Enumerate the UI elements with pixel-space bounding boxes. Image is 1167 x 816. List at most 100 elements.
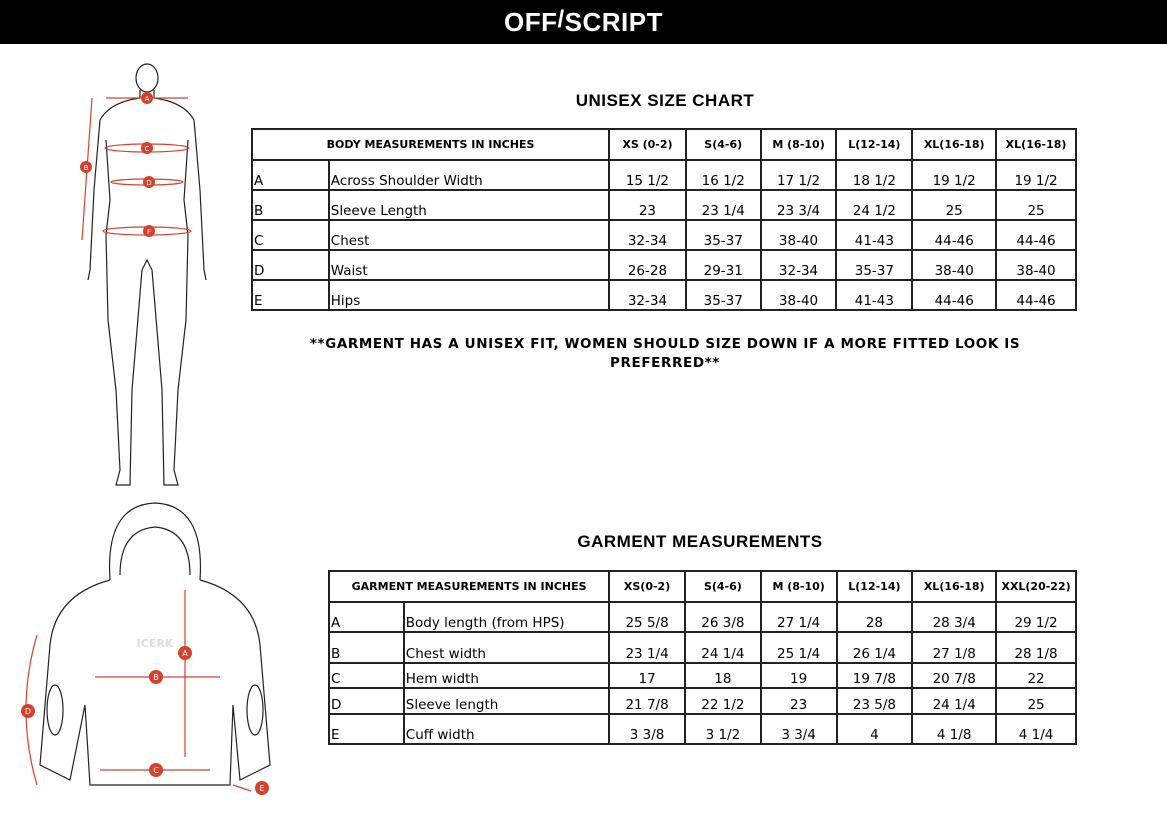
row-value: 25 — [911, 189, 998, 221]
fit-note: **GARMENT HAS A UNISEX FIT, WOMEN SHOULD… — [309, 336, 1021, 371]
row-label: Across Shoulder Width — [327, 159, 611, 191]
table-row: A Body length (from HPS) 25 5/8 26 3/8 27 1/… — [328, 601, 1077, 633]
size-col: S(4-6) — [684, 128, 762, 161]
marker-b: B — [84, 164, 89, 172]
row-value: 16 1/2 — [684, 159, 762, 191]
header-bar: OFF/SCRIPT — [0, 0, 1167, 44]
table-row: B Sleeve Length 23 23 1/4 23 3/4 24 1/2 25 25 — [251, 189, 1077, 221]
row-value: 28 1/8 — [995, 631, 1077, 664]
body-figure-illustration: A B C D F — [80, 63, 207, 486]
row-value: 3 3/8 — [608, 713, 686, 745]
row-value: 4 — [835, 713, 914, 745]
row-label: Chest — [327, 219, 611, 251]
row-value: 23 1/4 — [684, 189, 762, 221]
row-code: D — [251, 249, 330, 281]
row-value: 32-34 — [608, 219, 687, 251]
row-value: 38-40 — [995, 249, 1077, 281]
row-value: 44-46 — [911, 219, 998, 251]
row-value: 15 1/2 — [608, 159, 687, 191]
row-value: 38-40 — [759, 219, 838, 251]
table-row: D Sleeve length 21 7/8 22 1/2 23 23 5/8 24 1/4… — [328, 687, 1077, 715]
row-label: Hips — [327, 279, 611, 311]
row-value: 22 — [995, 662, 1077, 689]
table-row: B Chest width 23 1/4 24 1/4 25 1/4 26 1/4 27 1… — [328, 631, 1077, 664]
table-row: E Hips 32-34 35-37 38-40 41-43 44-46 44-46 — [251, 279, 1077, 311]
body-measurements-table: BODY MEASUREMENTS IN INCHES XS (0-2) S(4-… — [250, 128, 1077, 311]
row-value: 44-46 — [995, 219, 1077, 251]
body-header: BODY MEASUREMENTS IN INCHES — [250, 128, 611, 161]
hoodie-figure-illustration: ICERK A B C D E — [21, 502, 271, 795]
table-row: C Hem width 17 18 19 19 7/8 20 7/8 22 — [328, 662, 1077, 689]
size-col: XL(16-18) — [995, 128, 1077, 161]
row-value: 4 1/4 — [995, 713, 1077, 745]
row-value: 18 — [683, 662, 762, 689]
marker-c: C — [145, 145, 150, 153]
row-code: D — [328, 687, 405, 715]
row-value: 20 7/8 — [911, 662, 998, 689]
row-value: 35-37 — [684, 279, 762, 311]
row-value: 25 5/8 — [608, 601, 686, 633]
size-col: L(12-14) — [835, 570, 914, 603]
marker-b: B — [153, 673, 159, 682]
row-value: 3 1/2 — [683, 713, 762, 745]
row-code: C — [251, 219, 330, 251]
row-value: 41-43 — [835, 219, 914, 251]
size-col: XL(16-18) — [911, 570, 998, 603]
row-label: Hem width — [402, 662, 611, 689]
row-code: E — [251, 279, 330, 311]
marker-e: E — [259, 784, 264, 793]
row-code: E — [328, 713, 405, 745]
row-value: 17 1/2 — [759, 159, 838, 191]
row-value: 25 — [995, 189, 1077, 221]
row-label: Sleeve length — [402, 687, 611, 715]
row-value: 23 3/4 — [759, 189, 838, 221]
table-row: D Waist 26-28 29-31 32-34 35-37 38-40 38-40 — [251, 249, 1077, 281]
size-col: S(4-6) — [683, 570, 762, 603]
size-col: XS (0-2) — [608, 128, 687, 161]
row-value: 26 3/8 — [683, 601, 762, 633]
size-col: XS(0-2) — [608, 570, 686, 603]
garment-header: GARMENT MEASUREMENTS IN INCHES — [327, 570, 611, 603]
row-value: 28 — [835, 601, 914, 633]
row-code: B — [328, 631, 405, 664]
row-value: 38-40 — [759, 279, 838, 311]
marker-a: A — [145, 95, 150, 103]
row-value: 19 — [759, 662, 838, 689]
body-chart-title: UNISEX SIZE CHART — [575, 91, 755, 110]
row-value: 23 — [759, 687, 838, 715]
row-label: Waist — [327, 249, 611, 281]
table-row: A Across Shoulder Width 15 1/2 16 1/2 17 1/2… — [251, 159, 1077, 191]
marker-c: C — [153, 766, 159, 775]
row-value: 41-43 — [835, 279, 914, 311]
row-value: 19 1/2 — [911, 159, 998, 191]
row-value: 26-28 — [608, 249, 687, 281]
size-col: M (8-10) — [759, 128, 838, 161]
row-value: 17 — [608, 662, 686, 689]
garment-measurements-table: GARMENT MEASUREMENTS IN INCHES XS(0-2) S(… — [327, 570, 1077, 745]
row-value: 25 1/4 — [759, 631, 838, 664]
row-value: 32-34 — [608, 279, 687, 311]
row-value: 3 3/4 — [759, 713, 838, 745]
row-value: 38-40 — [911, 249, 998, 281]
row-value: 27 1/8 — [911, 631, 998, 664]
row-label: Sleeve Length — [327, 189, 611, 221]
row-value: 25 — [995, 687, 1077, 715]
marker-d: D — [146, 179, 151, 187]
row-value: 23 5/8 — [835, 687, 914, 715]
brand-logo: OFF/SCRIPT — [503, 6, 663, 37]
row-code: A — [328, 601, 405, 633]
row-value: 35-37 — [684, 219, 762, 251]
row-value: 24 1/4 — [911, 687, 998, 715]
row-value: 24 1/4 — [683, 631, 762, 664]
row-code: C — [328, 662, 405, 689]
row-value: 18 1/2 — [835, 159, 914, 191]
row-value: 23 — [608, 189, 687, 221]
row-value: 26 1/4 — [835, 631, 914, 664]
row-code: A — [251, 159, 330, 191]
row-value: 32-34 — [759, 249, 838, 281]
size-col: XL(16-18) — [911, 128, 998, 161]
row-value: 29-31 — [684, 249, 762, 281]
row-value: 28 3/4 — [911, 601, 998, 633]
row-label: Body length (from HPS) — [402, 601, 611, 633]
row-value: 4 1/8 — [911, 713, 998, 745]
